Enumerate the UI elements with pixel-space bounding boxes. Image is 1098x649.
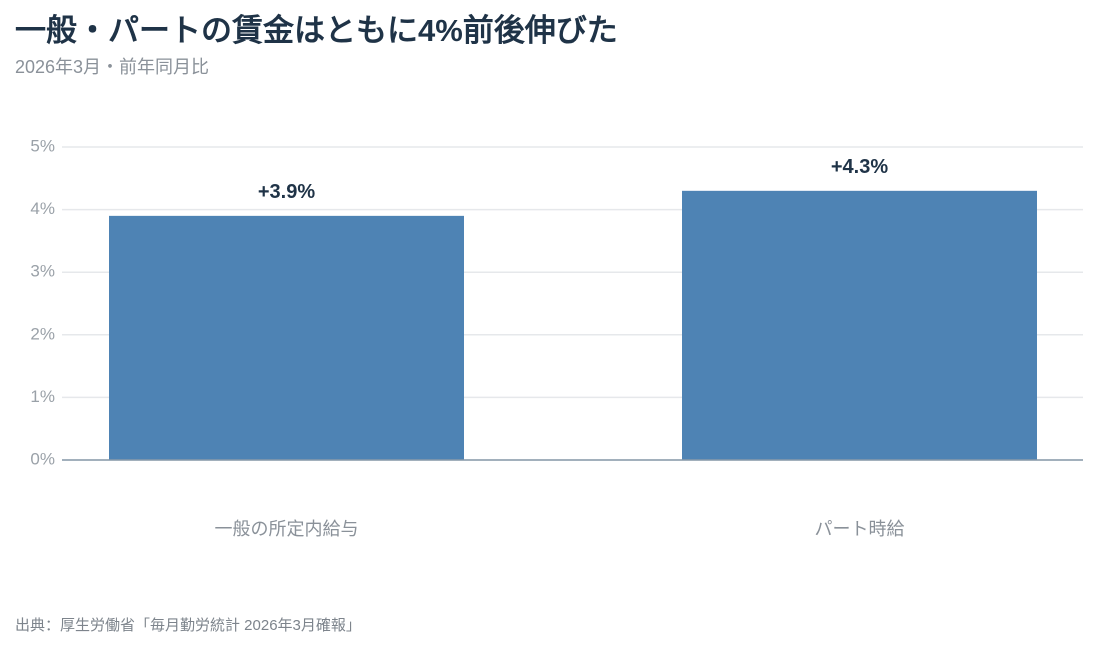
x-tick-label: 一般の所定内給与 (215, 519, 359, 539)
y-tick-label: 3% (30, 262, 55, 281)
y-tick-label: 0% (30, 449, 55, 468)
value-label: +4.3% (831, 156, 888, 178)
chart-subtitle: 2026年3月・前年同月比 (15, 57, 209, 77)
y-tick-label: 2% (30, 324, 55, 343)
value-label: +3.9% (258, 181, 315, 203)
bar (682, 190, 1037, 460)
source-note: 出典：厚生労働省「毎月勤労統計 2026年3月確報」 (15, 617, 361, 634)
x-tick-label: パート時給 (815, 519, 905, 539)
y-tick-label: 1% (30, 387, 55, 406)
chart-title: 一般・パートの賃金はともに4%前後伸びた (15, 13, 618, 48)
y-tick-label: 4% (30, 199, 55, 218)
bar (109, 215, 464, 460)
y-tick-label: 5% (30, 136, 55, 155)
